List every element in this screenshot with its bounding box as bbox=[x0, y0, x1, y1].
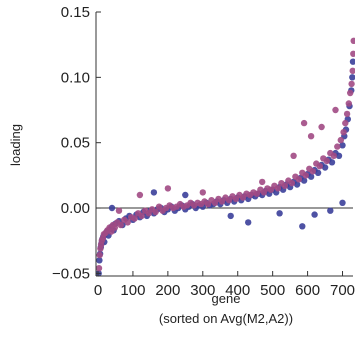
data-point-series-2 bbox=[152, 208, 159, 216]
data-point-series-2 bbox=[131, 215, 138, 222]
data-point-series-1 bbox=[339, 199, 346, 206]
data-point-series-1 bbox=[276, 210, 283, 217]
data-point-series-2 bbox=[136, 191, 144, 199]
data-point-series-2 bbox=[138, 212, 145, 220]
data-point-series-1 bbox=[108, 204, 116, 212]
data-point-series-2 bbox=[124, 219, 131, 226]
data-point-series-2 bbox=[316, 163, 323, 170]
data-point-series-2 bbox=[300, 119, 308, 127]
data-point-series-2 bbox=[318, 123, 325, 131]
data-points bbox=[95, 37, 355, 277]
data-point-series-2 bbox=[343, 110, 351, 118]
x-tick-label: 700 bbox=[330, 282, 355, 299]
data-point-series-2 bbox=[95, 265, 103, 272]
x-tick-label: 400 bbox=[225, 282, 250, 299]
x-tick-label: 0 bbox=[94, 282, 102, 299]
data-point-series-2 bbox=[290, 152, 297, 159]
data-point-series-1 bbox=[299, 223, 306, 230]
data-point-series-2 bbox=[274, 185, 282, 192]
y-ticks: −0.05 0.00 0.05 0.10 0.15 bbox=[52, 4, 101, 282]
data-point-series-2 bbox=[332, 106, 339, 114]
data-point-series-1 bbox=[182, 191, 189, 199]
x-axis-label: gene bbox=[212, 291, 241, 306]
data-point-series-1 bbox=[307, 173, 315, 180]
y-tick-label: 0.05 bbox=[61, 135, 90, 152]
data-point-series-2 bbox=[350, 37, 355, 44]
data-point-series-2 bbox=[342, 119, 349, 127]
data-point-series-1 bbox=[300, 177, 308, 184]
data-point-series-1 bbox=[227, 212, 234, 220]
data-point-series-1 bbox=[335, 152, 343, 159]
data-point-series-2 bbox=[334, 143, 341, 150]
y-tick-label: 0.00 bbox=[61, 200, 90, 217]
data-point-series-2 bbox=[337, 136, 344, 144]
data-point-series-2 bbox=[309, 168, 316, 175]
x-tick-label: 100 bbox=[120, 282, 145, 299]
x-ticks: 0 100 200 300 400 500 600 700 bbox=[94, 271, 355, 299]
data-point-series-1 bbox=[327, 207, 334, 214]
data-point-series-2 bbox=[164, 185, 172, 192]
y-tick-label: 0.15 bbox=[61, 4, 90, 21]
data-point-series-2 bbox=[117, 221, 124, 229]
y-tick-label: 0.10 bbox=[61, 69, 90, 86]
data-point-series-2 bbox=[259, 178, 266, 186]
x-axis-label-line2: (sorted on Avg(M2,A2)) bbox=[159, 311, 293, 326]
data-point-series-1 bbox=[349, 58, 355, 65]
data-point-series-2 bbox=[340, 129, 347, 136]
data-point-series-2 bbox=[349, 67, 355, 74]
x-tick-label: 300 bbox=[190, 282, 215, 299]
data-point-series-1 bbox=[349, 74, 355, 81]
data-point-series-2 bbox=[347, 89, 354, 97]
data-point-series-1 bbox=[311, 211, 318, 218]
data-point-series-1 bbox=[314, 169, 322, 176]
x-tick-label: 200 bbox=[155, 282, 180, 299]
data-point-series-1 bbox=[245, 219, 252, 226]
data-point-series-2 bbox=[199, 189, 206, 196]
data-point-series-1 bbox=[96, 257, 103, 264]
data-point-series-2 bbox=[345, 100, 352, 107]
y-axis-label: loading bbox=[8, 124, 23, 166]
data-point-series-1 bbox=[339, 142, 346, 149]
data-point-series-2 bbox=[96, 251, 103, 259]
data-point-series-2 bbox=[350, 50, 355, 57]
x-tick-label: 500 bbox=[260, 282, 285, 299]
data-point-series-1 bbox=[328, 159, 336, 166]
y-tick-label: −0.05 bbox=[52, 265, 90, 282]
data-point-series-2 bbox=[330, 152, 337, 159]
data-point-series-2 bbox=[307, 133, 315, 140]
data-point-series-2 bbox=[111, 224, 119, 231]
plot-area bbox=[95, 37, 355, 277]
data-point-series-1 bbox=[321, 164, 329, 171]
data-point-series-1 bbox=[150, 189, 158, 196]
data-point-series-2 bbox=[288, 180, 296, 187]
data-point-series-2 bbox=[115, 207, 123, 214]
data-point-series-2 bbox=[348, 80, 355, 88]
data-point-series-2 bbox=[281, 182, 289, 189]
x-tick-label: 600 bbox=[295, 282, 320, 299]
data-point-series-2 bbox=[323, 157, 330, 165]
data-point-series-2 bbox=[295, 176, 303, 183]
data-point-series-1 bbox=[293, 181, 301, 188]
data-point-series-2 bbox=[302, 172, 309, 179]
